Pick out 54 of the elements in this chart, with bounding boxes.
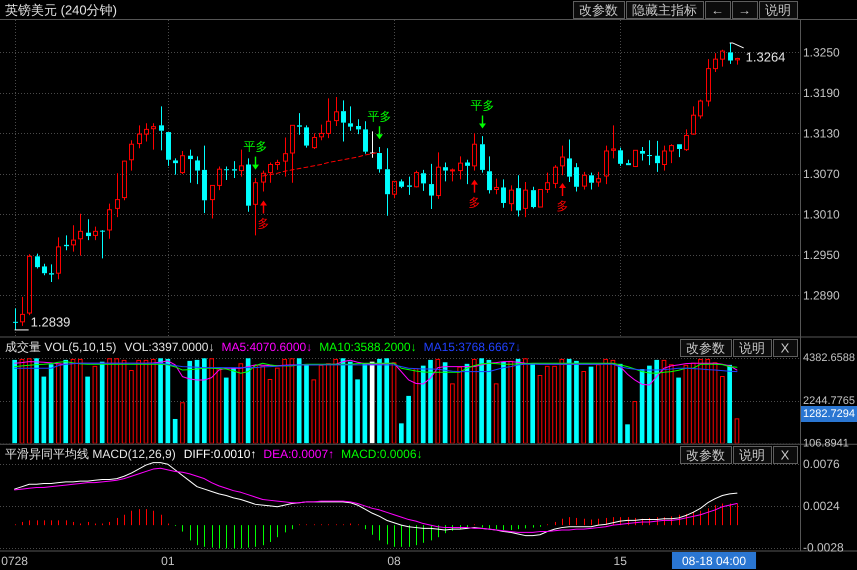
y-tick-label: -0.0028 <box>803 540 844 555</box>
value-label: 1.2839 <box>14 314 70 330</box>
series-label: MA15:3768.6667↓ <box>424 340 521 354</box>
button: 隐藏主指标 <box>626 1 704 19</box>
series-label: 平多 <box>244 140 268 154</box>
y-tick-label: 4382.6588 <box>803 352 855 364</box>
signal: 多 <box>258 200 270 231</box>
x-tick-label: 01 <box>161 554 175 568</box>
button: 说明 <box>759 1 798 19</box>
axis-tag: 1282.7294 <box>801 406 857 422</box>
y-tick-label: 1.3250 <box>803 45 840 60</box>
y-tick-label: 1.2890 <box>803 288 840 302</box>
series-label: MA5:4070.6000↓ <box>221 340 312 354</box>
annotation: 说明 <box>739 340 765 356</box>
chart-title: 平滑异同平均线 MACD(12,26,9) <box>5 447 176 461</box>
button: 说明 <box>733 446 772 464</box>
signal: 多 <box>468 180 480 210</box>
y-tick-label: 106.8941 <box>803 437 849 450</box>
series-label: VOL:3397.0000↓ <box>124 340 214 354</box>
x-tag: 08-18 04:00 <box>672 552 756 569</box>
x-tick-label: 15 <box>614 554 628 568</box>
button: X <box>773 339 798 357</box>
button: 改参数 <box>680 446 732 464</box>
signal: 多 <box>556 182 568 213</box>
y-tick-label: 1.3190 <box>803 86 840 100</box>
button: X <box>773 446 798 464</box>
y-tick-label: 2244.7765 <box>803 394 855 407</box>
y-tick-label: 1.3070 <box>803 166 840 181</box>
series-label: MA10:3588.2000↓ <box>319 340 417 354</box>
chart-title: 英镑美元 (240分钟) <box>5 2 117 18</box>
signal: 平多 <box>470 98 494 128</box>
button: ← <box>705 1 731 19</box>
button: → <box>732 1 758 19</box>
y-tick-label: 1.3010 <box>803 207 840 222</box>
y-tick-label: 1.3130 <box>803 126 840 140</box>
text: MACD:0.0006↓ <box>341 447 422 461</box>
button: 改参数 <box>680 339 732 357</box>
y-tick-label: 1.2950 <box>803 248 840 262</box>
button: 改参数 <box>573 1 625 19</box>
signal: 平多 <box>244 140 268 170</box>
y-tick-label: 0.0076 <box>803 457 840 472</box>
series-label: 多 <box>556 198 568 213</box>
button: 说明 <box>733 339 772 357</box>
annotation: 改参数 <box>686 448 725 462</box>
text: DEA:0.0007↑ <box>263 447 334 461</box>
x-tick-label: 08 <box>387 554 402 568</box>
x-tick-label: 0728 <box>1 554 28 568</box>
y-tick-label: 0.0024 <box>803 498 840 513</box>
chart-title: 成交量 VOL(5,10,15) <box>5 340 116 354</box>
annotation: 说明 <box>739 448 765 462</box>
series-label: DIFF:0.0010↑ <box>184 447 256 461</box>
signal: 平多 <box>368 109 392 140</box>
annotation: 改参数 <box>686 340 725 356</box>
value-label: 1.3264 <box>729 42 786 64</box>
